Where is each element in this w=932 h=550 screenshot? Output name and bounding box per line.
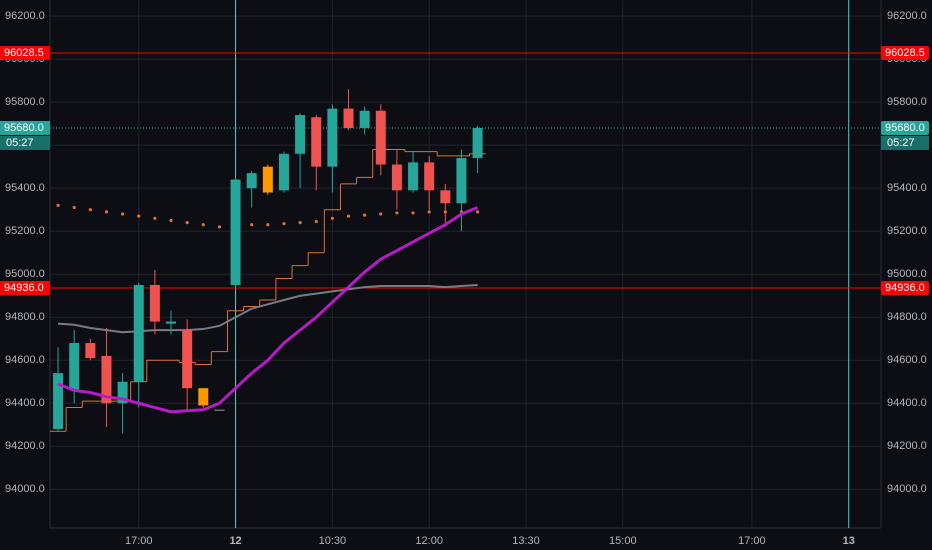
price-label-bg-left (0, 46, 50, 61)
candle-body (214, 409, 225, 411)
price-label-right: 96028.5 (885, 47, 925, 59)
y-tick-label-right: 95800.0 (887, 96, 927, 108)
sar-dot (137, 214, 141, 218)
candle-body (295, 115, 306, 154)
y-tick-label-left: 94000.0 (5, 483, 45, 495)
y-tick-label-right: 94600.0 (887, 354, 927, 366)
sar-dot (201, 223, 205, 227)
candle-body (343, 108, 354, 128)
indicator-line (57, 206, 479, 414)
sar-dot (411, 211, 415, 215)
x-tick-label: 13:30 (512, 535, 540, 547)
sar-dot (72, 205, 76, 210)
sar-dot (250, 223, 254, 227)
y-tick-label-left: 94800.0 (5, 311, 45, 323)
candle-body (440, 190, 451, 204)
candle-body (456, 158, 467, 204)
sar-dot (266, 223, 270, 227)
y-tick-label-left: 95200.0 (5, 225, 45, 237)
price-label-bg-right (881, 46, 929, 61)
candle-body (198, 388, 209, 406)
candle-body (391, 164, 402, 191)
y-tick-label-right: 94800.0 (887, 311, 927, 323)
price-label-left: 96028.5 (4, 47, 44, 59)
sar-dot (298, 220, 302, 225)
countdown-bg-left (0, 135, 50, 150)
countdown-left: 05:27 (6, 137, 34, 149)
sar-dot (363, 213, 367, 217)
sar-dot (185, 220, 189, 225)
candle-body (424, 162, 435, 191)
candle-body (311, 117, 322, 167)
sar-dot (104, 210, 109, 214)
price-label-right: 94936.0 (885, 282, 925, 294)
x-tick-label: 10:30 (319, 535, 347, 547)
y-tick-label-right: 95400.0 (887, 182, 927, 194)
candle-body (53, 373, 64, 430)
y-tick-label-right: 94000.0 (887, 483, 927, 495)
price-label-right: 95680.0 (885, 122, 925, 134)
x-tick-label: 15:00 (609, 535, 637, 547)
x-tick-label: 17:00 (125, 535, 153, 547)
x-tick-label: 17:00 (738, 535, 766, 547)
price-label-left: 95680.0 (4, 122, 44, 134)
candle-body (359, 110, 370, 128)
sar-dot (395, 211, 399, 215)
sar-dot (476, 210, 480, 214)
y-tick-label-right: 95200.0 (887, 225, 927, 237)
y-tick-label-left: 96200.0 (5, 10, 45, 22)
price-label-bg-left (0, 280, 50, 295)
x-tick-label: 12:00 (415, 535, 443, 547)
y-tick-label-left: 94600.0 (5, 354, 45, 366)
candle-body (472, 127, 483, 159)
price-label-bg-right (881, 280, 929, 295)
countdown-right: 05:27 (887, 137, 915, 149)
candle-body (166, 321, 177, 324)
candle-body (117, 381, 128, 404)
sar-dot (153, 216, 157, 220)
sar-dot (379, 212, 383, 216)
candle-body (246, 173, 257, 189)
candle-body (327, 108, 338, 167)
countdown-bg-right (881, 135, 929, 150)
y-tick-label-right: 94400.0 (887, 397, 927, 409)
candle-body (149, 284, 160, 322)
sar-dot (330, 216, 334, 220)
candle-body (262, 166, 273, 193)
sar-dot (427, 210, 431, 214)
sar-dot (88, 208, 92, 212)
sar-dot (282, 222, 286, 226)
y-tick-label-left: 95400.0 (5, 182, 45, 194)
sar-dot (346, 214, 351, 218)
candle-body (182, 330, 193, 389)
y-tick-label-right: 96200.0 (887, 10, 927, 22)
y-tick-label-right: 94200.0 (887, 440, 927, 452)
price-label-bg-right (881, 120, 929, 135)
y-tick-label-left: 94400.0 (5, 397, 45, 409)
y-tick-label-left: 95800.0 (5, 96, 45, 108)
y-tick-label-right: 95000.0 (887, 268, 927, 280)
x-tick-label: 13 (843, 535, 855, 547)
candle-body (85, 343, 96, 359)
sar-dot (169, 218, 173, 223)
sar-dot (121, 212, 125, 216)
candle-body (230, 179, 241, 285)
sar-dot (314, 219, 318, 224)
price-label-left: 94936.0 (4, 282, 44, 294)
candle-body (408, 162, 419, 191)
x-tick-label: 12 (229, 535, 241, 547)
candle-body (101, 355, 112, 404)
sar-dot (217, 225, 222, 229)
candle-body (278, 153, 289, 191)
indicator-line (58, 283, 478, 334)
y-tick-label-left: 95000.0 (5, 268, 45, 280)
price-label-bg-left (0, 120, 50, 135)
candle-body (69, 343, 80, 391)
candle-body (133, 284, 144, 382)
candle-body (375, 110, 386, 165)
y-tick-label-left: 94200.0 (5, 440, 45, 452)
sar-dot (56, 203, 60, 207)
